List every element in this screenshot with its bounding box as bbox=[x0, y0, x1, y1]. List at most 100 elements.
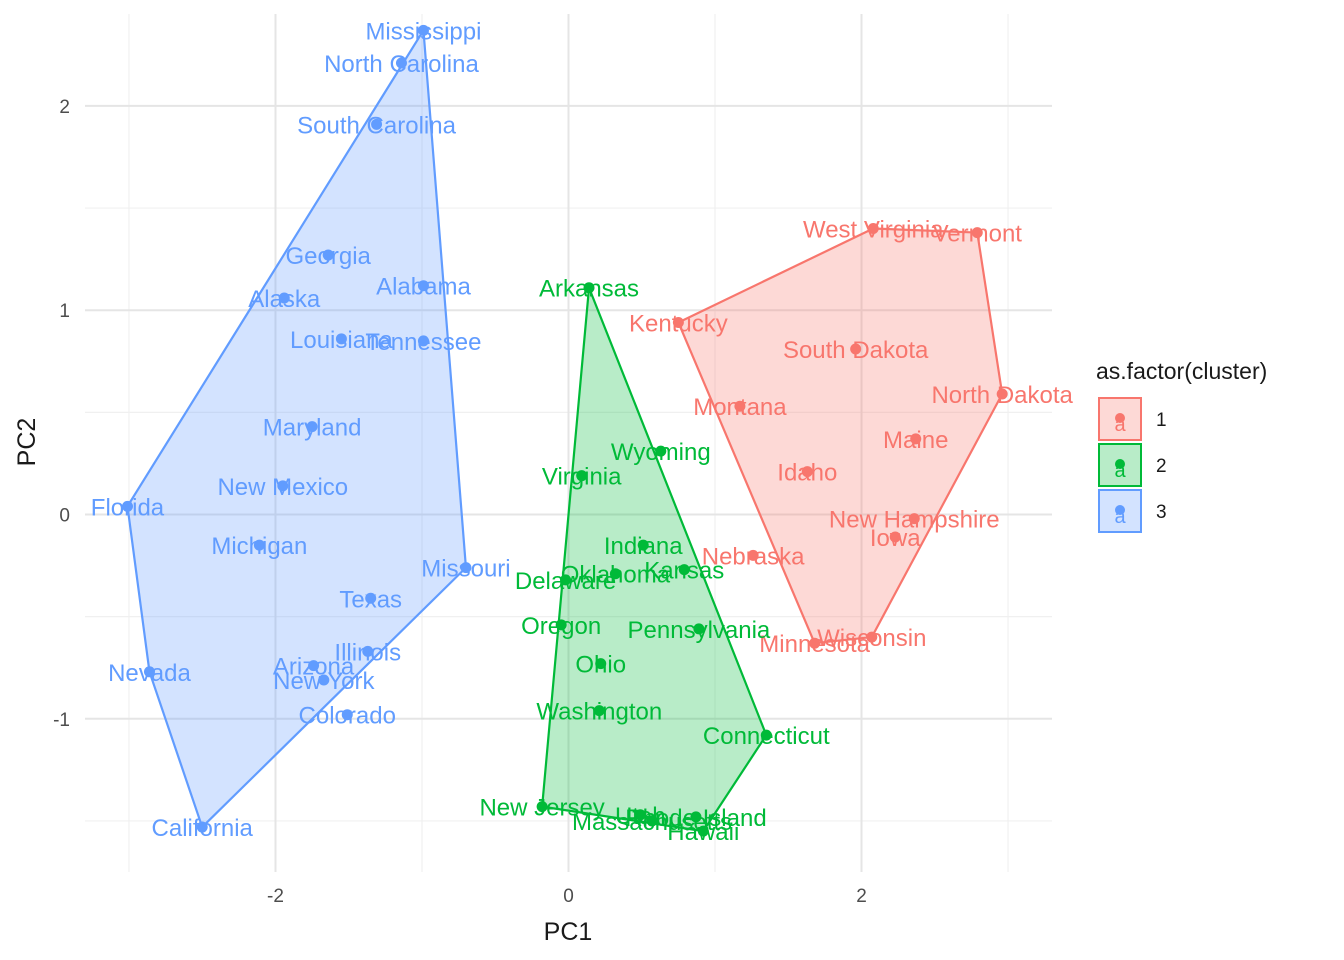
legend-label: 2 bbox=[1156, 456, 1167, 477]
point-new-mexico bbox=[277, 480, 289, 492]
point-illinois bbox=[362, 645, 374, 657]
x-axis-ticks: -2 0 2 bbox=[267, 886, 867, 907]
point-maryland bbox=[306, 421, 318, 433]
x-tick-label: 2 bbox=[856, 886, 867, 907]
point-south-carolina bbox=[371, 118, 383, 130]
point-label-alaska: Alaska bbox=[248, 286, 321, 313]
point-oregon bbox=[555, 619, 567, 631]
legend-glyph: a bbox=[1114, 414, 1126, 436]
point-new-york bbox=[318, 674, 330, 686]
point-label-massachusetts: Massachusetts bbox=[572, 809, 732, 836]
point-nevada bbox=[143, 666, 155, 678]
point-label-new-hampshire: New Hampshire bbox=[829, 507, 1000, 534]
point-connecticut bbox=[760, 729, 772, 741]
point-label-new-york: New York bbox=[273, 668, 375, 695]
point-arkansas bbox=[583, 282, 595, 294]
y-tick-label: -1 bbox=[53, 710, 70, 731]
point-label-north-carolina: North Carolina bbox=[324, 51, 479, 78]
y-axis-ticks: -1 0 1 2 bbox=[53, 97, 70, 731]
point-label-kansas: Kansas bbox=[644, 558, 724, 585]
point-tennessee bbox=[417, 335, 429, 347]
point-label-virginia: Virginia bbox=[542, 464, 622, 491]
point-florida bbox=[121, 500, 133, 512]
point-label-north-dakota: North Dakota bbox=[931, 382, 1073, 409]
legend-point bbox=[1115, 413, 1125, 423]
point-label-montana: Montana bbox=[693, 394, 787, 421]
point-label-nebraska: Nebraska bbox=[702, 543, 805, 570]
point-georgia bbox=[322, 249, 334, 261]
point-wyoming bbox=[655, 445, 667, 457]
point-label-illinois: Illinois bbox=[334, 639, 401, 666]
point-ohio bbox=[595, 658, 607, 670]
point-missouri bbox=[460, 562, 472, 574]
point-washington bbox=[593, 705, 605, 717]
y-tick-label: 1 bbox=[59, 301, 70, 322]
point-label-mississippi: Mississippi bbox=[365, 18, 481, 45]
point-label-indiana: Indiana bbox=[604, 533, 683, 560]
point-label-colorado: Colorado bbox=[299, 703, 396, 730]
point-oklahoma bbox=[609, 568, 621, 580]
point-label-rhode-island: Rhode Island bbox=[625, 805, 766, 832]
legend-label: 3 bbox=[1156, 502, 1167, 523]
point-texas bbox=[365, 592, 377, 604]
point-label-nevada: Nevada bbox=[108, 660, 191, 687]
point-idaho bbox=[801, 466, 813, 478]
data-points bbox=[121, 24, 1008, 837]
cluster-hulls bbox=[126, 29, 1004, 833]
point-label-michigan: Michigan bbox=[211, 533, 307, 560]
point-mississippi bbox=[417, 24, 429, 36]
point-label-maine: Maine bbox=[883, 427, 948, 454]
point-label-new-jersey: New Jersey bbox=[479, 795, 604, 822]
point-north-carolina bbox=[395, 57, 407, 69]
legend-label: 1 bbox=[1156, 410, 1167, 431]
point-new-hampshire bbox=[908, 513, 920, 525]
point-label-hawaii: Hawaii bbox=[667, 819, 739, 846]
point-south-dakota bbox=[850, 343, 862, 355]
point-label-washington: Washington bbox=[536, 699, 662, 726]
point-massachusetts bbox=[646, 815, 658, 827]
point-virginia bbox=[576, 470, 588, 482]
x-tick-label: -2 bbox=[267, 886, 284, 907]
point-louisiana bbox=[335, 333, 347, 345]
point-label-idaho: Idaho bbox=[777, 460, 837, 487]
point-delaware bbox=[560, 574, 572, 586]
point-label-vermont: Vermont bbox=[933, 221, 1023, 248]
point-label-missouri: Missouri bbox=[421, 556, 510, 583]
point-pennsylvania bbox=[693, 623, 705, 635]
point-label-ohio: Ohio bbox=[575, 652, 626, 679]
point-label-new-mexico: New Mexico bbox=[217, 474, 348, 501]
point-hawaii bbox=[697, 825, 709, 837]
legend-swatch bbox=[1098, 489, 1142, 533]
point-label-california: California bbox=[152, 815, 254, 842]
point-kansas bbox=[678, 564, 690, 576]
point-colorado bbox=[341, 709, 353, 721]
x-tick-label: 0 bbox=[563, 886, 574, 907]
point-indiana bbox=[637, 539, 649, 551]
point-california bbox=[196, 821, 208, 833]
point-wisconsin bbox=[866, 631, 878, 643]
point-alabama bbox=[417, 280, 429, 292]
point-label-delaware: Delaware bbox=[515, 568, 616, 595]
y-axis-title: PC2 bbox=[13, 418, 41, 467]
point-label-south-dakota: South Dakota bbox=[783, 337, 929, 364]
point-utah bbox=[634, 809, 646, 821]
point-new-jersey bbox=[536, 801, 548, 813]
point-kentucky bbox=[672, 316, 684, 328]
point-label-georgia: Georgia bbox=[286, 243, 372, 270]
point-label-minnesota: Minnesota bbox=[759, 631, 870, 658]
point-label-pennsylvania: Pennsylvania bbox=[628, 617, 771, 644]
point-minnesota bbox=[809, 637, 821, 649]
point-rhode-island bbox=[690, 811, 702, 823]
point-montana bbox=[734, 400, 746, 412]
point-label-wyoming: Wyoming bbox=[611, 439, 711, 466]
point-arizona bbox=[308, 660, 320, 672]
point-label-oklahoma: Oklahoma bbox=[561, 562, 671, 589]
point-west-virginia bbox=[867, 223, 879, 234]
point-vermont bbox=[971, 227, 983, 239]
point-maine bbox=[910, 433, 922, 445]
x-axis-title: PC1 bbox=[544, 918, 593, 946]
